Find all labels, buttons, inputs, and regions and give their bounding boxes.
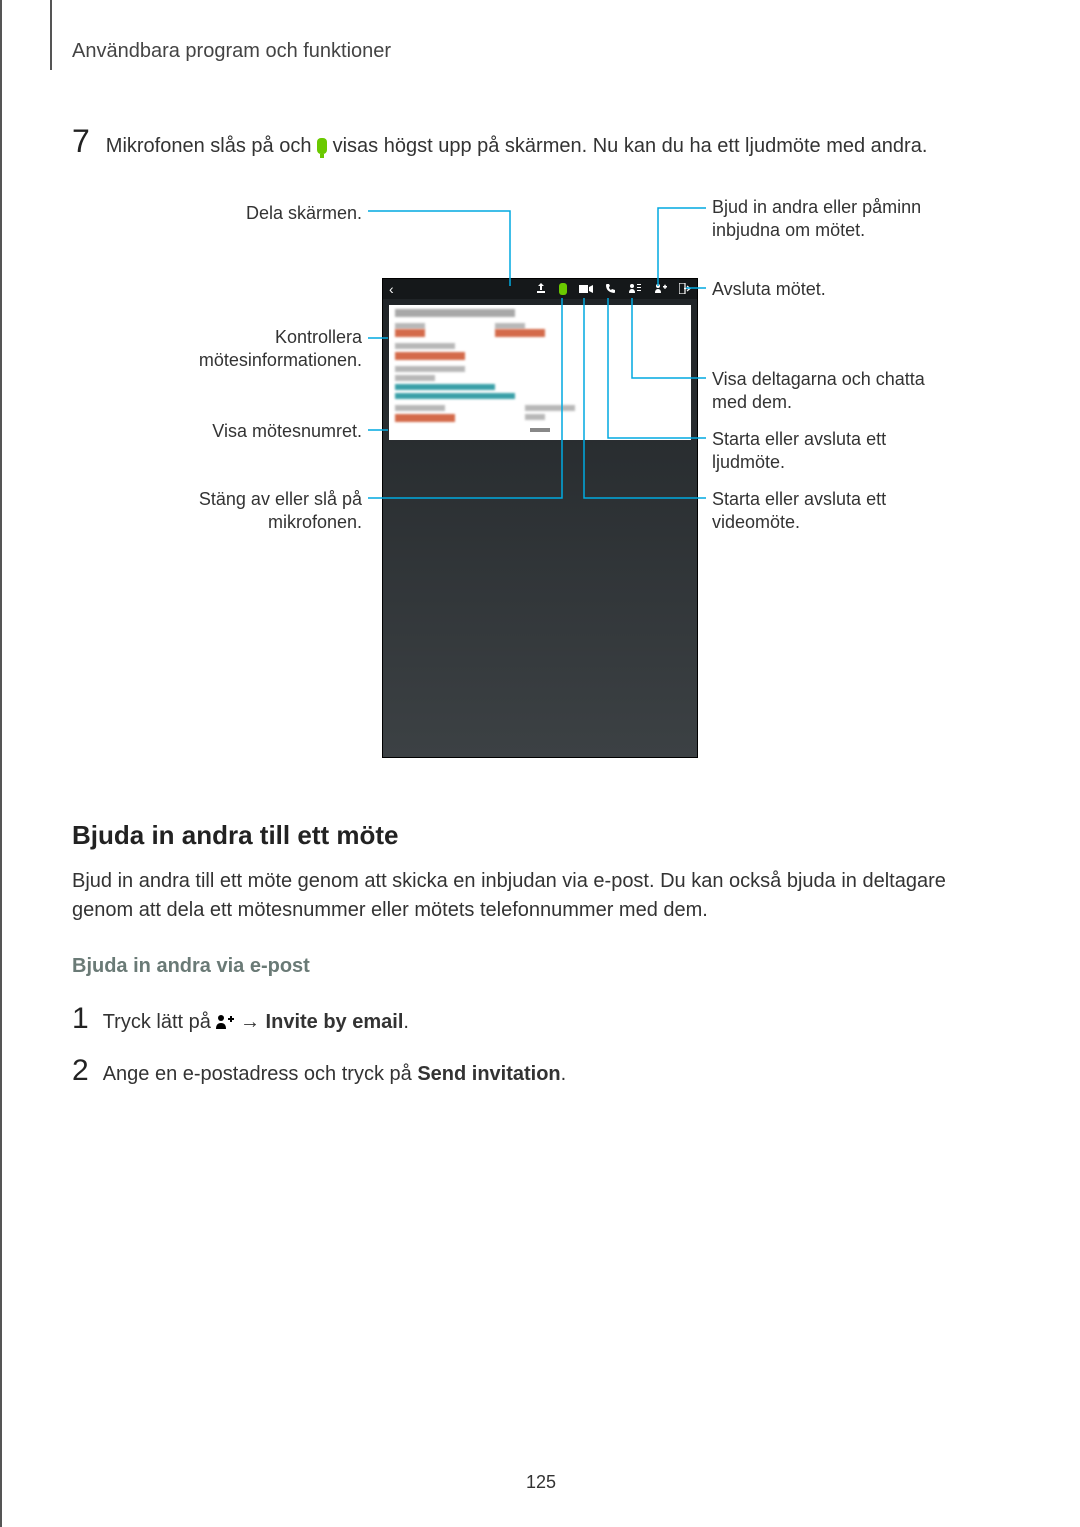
callout-end: Avsluta mötet. [712,278,826,301]
step-2-post: . [561,1063,567,1085]
people-icon [628,283,642,296]
callout-share-screen: Dela skärmen. [72,202,362,225]
blur-label [525,405,575,411]
callout-text: Dela skärmen. [246,203,362,223]
callout-video: Starta eller avsluta ett videomöte. [712,488,886,533]
panel-group [395,343,685,360]
step-1-arrow: → [240,1011,266,1033]
callout-text: Stäng av eller slå på [199,489,362,509]
mic-icon [317,138,327,154]
callout-mic-toggle: Stäng av eller slå på mikrofonen. [72,488,362,533]
mic-status-icon [559,283,567,295]
panel-title [395,309,515,317]
blur-link [395,384,495,390]
callout-check-info: Kontrollera mötesinformationen. [72,326,362,371]
phone-icon [605,283,616,296]
step-7-after: visas högst upp på skärmen. Nu kan du ha… [333,135,928,157]
step-7-text: Mikrofonen slås på och visas högst upp p… [106,135,928,158]
sub-heading: Bjuda in andra via e-post [72,955,1010,978]
callout-show-number: Visa mötesnumret. [72,420,362,443]
callout-text: Kontrollera [275,327,362,347]
callout-participants: Visa deltagarna och chatta med dem. [712,368,925,413]
blur-text [525,414,545,420]
blur-link [395,393,515,399]
topbar-icons [535,282,691,296]
add-person-icon [216,1013,234,1029]
back-icon: ‹ [389,281,394,297]
callout-text: Starta eller avsluta ett [712,429,886,449]
step-2: 2 Ange en e-postadress och tryck på Send… [72,1054,1010,1088]
section-body: Bjud in andra till ett möte genom att sk… [72,867,1010,925]
annotated-diagram: ‹ [72,190,1010,780]
blur-value [495,329,545,337]
step-number: 2 [72,1054,89,1088]
step-7-line: 7 Mikrofonen slås på och visas högst upp… [72,123,1010,160]
callout-text: Visa deltagarna och chatta [712,369,925,389]
step-1-pre: Tryck lätt på [103,1011,217,1033]
callout-text: Visa mötesnumret. [212,421,362,441]
blur-label [395,366,465,372]
callout-text: med dem. [712,392,792,412]
step-1-bold: Invite by email [266,1011,404,1033]
blur-value [395,352,465,360]
blur-value [395,329,425,337]
step-2-bold: Send invitation [417,1063,560,1085]
info-panel [389,305,691,440]
blur-text [395,375,435,381]
device-mock: ‹ [382,278,698,758]
chapter-title: Användbara program och funktioner [72,40,1010,63]
video-icon [579,283,593,296]
blur-label [395,343,455,349]
callout-text: videomöte. [712,512,800,532]
step-number: 7 [72,123,90,160]
blur-value [395,414,455,422]
callout-text: Avsluta mötet. [712,279,826,299]
panel-row [395,405,685,422]
step-1-post: . [403,1011,409,1033]
panel-handle [530,428,550,432]
margin-mark [50,0,52,70]
exit-icon [679,283,691,296]
callout-text: inbjudna om mötet. [712,220,865,240]
step-7-before: Mikrofonen slås på och [106,135,317,157]
section-heading: Bjuda in andra till ett möte [72,820,1010,851]
callout-text: Starta eller avsluta ett [712,489,886,509]
callout-text: mikrofonen. [268,512,362,532]
page-number: 125 [2,1472,1080,1493]
callout-audio: Starta eller avsluta ett ljudmöte. [712,428,886,473]
callout-text: mötesinformationen. [199,350,362,370]
step-1: 1 Tryck lätt på → Invite by email. [72,1002,1010,1036]
device-topbar: ‹ [383,279,697,299]
callout-text: Bjud in andra eller påminn [712,197,921,217]
panel-row [395,323,685,337]
callout-invite: Bjud in andra eller påminn inbjudna om m… [712,196,921,241]
step-2-pre: Ange en e-postadress och tryck på [103,1063,418,1085]
share-icon [535,282,547,296]
blur-label [395,405,445,411]
step-number: 1 [72,1002,89,1036]
add-person-icon [654,283,667,296]
step-1-text: Tryck lätt på → Invite by email. [103,1011,409,1034]
step-2-text: Ange en e-postadress och tryck på Send i… [103,1063,567,1086]
callout-text: ljudmöte. [712,452,785,472]
page-content: Användbara program och funktioner 7 Mikr… [2,0,1080,1088]
panel-group [395,366,685,399]
